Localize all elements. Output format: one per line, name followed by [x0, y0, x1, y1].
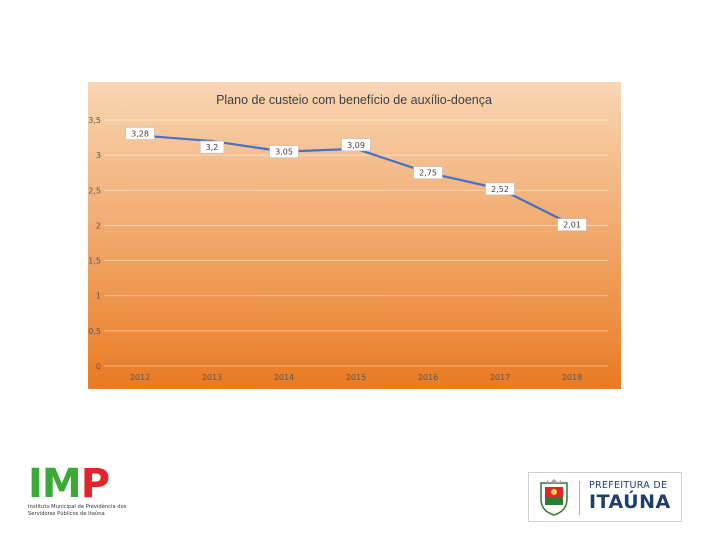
imp-letter-m: M	[41, 461, 82, 507]
imp-letter-p: P	[80, 461, 110, 507]
x-tick-label: 2012	[130, 373, 150, 382]
data-label: 2,01	[563, 221, 581, 230]
y-tick-label: 1	[96, 292, 101, 301]
y-tick-label: 0,5	[88, 327, 101, 336]
data-label-box	[199, 140, 225, 154]
y-tick-label: 0	[96, 362, 101, 371]
data-labels: 3,28 3,2 3,05 3,09 2,75 2,52 2,01	[125, 127, 587, 232]
x-tick-label: 2018	[562, 373, 582, 382]
imp-logo-subtitle: Instituto Municipal de Previdência dos S…	[28, 504, 127, 517]
data-label-box	[413, 166, 443, 180]
x-tick-label: 2017	[490, 373, 510, 382]
data-label: 3,2	[206, 143, 219, 152]
data-label-box	[125, 127, 155, 140]
chart-title: Plano de custeio com benefício de auxíli…	[216, 93, 492, 107]
imp-letter-i: I	[28, 461, 43, 507]
y-tick-label: 1,5	[88, 257, 101, 266]
imp-logo: IMP Instituto Municipal de Previdência d…	[22, 462, 132, 522]
city-crest-icon	[540, 479, 568, 516]
y-tick-label: 2,5	[88, 186, 101, 195]
chart-background	[88, 82, 621, 389]
y-axis: 0 0,5 1 1,5 2 2,5 3 3,5	[88, 116, 101, 371]
data-label: 3,28	[131, 129, 149, 138]
imp-logo-wordmark: IMP	[28, 461, 110, 507]
x-tick-label: 2016	[418, 373, 438, 382]
data-label: 2,52	[491, 185, 509, 194]
data-label: 3,09	[347, 141, 365, 150]
data-label-box	[485, 182, 515, 196]
data-label: 3,05	[275, 148, 293, 157]
data-label: 2,75	[419, 169, 437, 178]
data-label-box	[557, 218, 587, 232]
y-tick-label: 2	[96, 221, 101, 230]
prefeitura-logo: PREFEITURA DE ITAÚNA	[528, 472, 682, 522]
data-label-box	[269, 145, 299, 158]
x-axis: 2012 2013 2014 2015 2016 2017 2018	[130, 373, 582, 382]
gridlines	[104, 119, 608, 367]
prefeitura-label: PREFEITURA DE	[589, 480, 668, 491]
x-tick-label: 2013	[202, 373, 222, 382]
x-tick-label: 2015	[346, 373, 366, 382]
x-tick-label: 2014	[274, 373, 294, 382]
y-tick-label: 3,5	[88, 116, 101, 125]
data-label-box	[341, 138, 371, 152]
logo-divider	[579, 481, 580, 515]
city-name: ITAÚNA	[589, 491, 671, 513]
y-tick-label: 3	[96, 151, 101, 160]
